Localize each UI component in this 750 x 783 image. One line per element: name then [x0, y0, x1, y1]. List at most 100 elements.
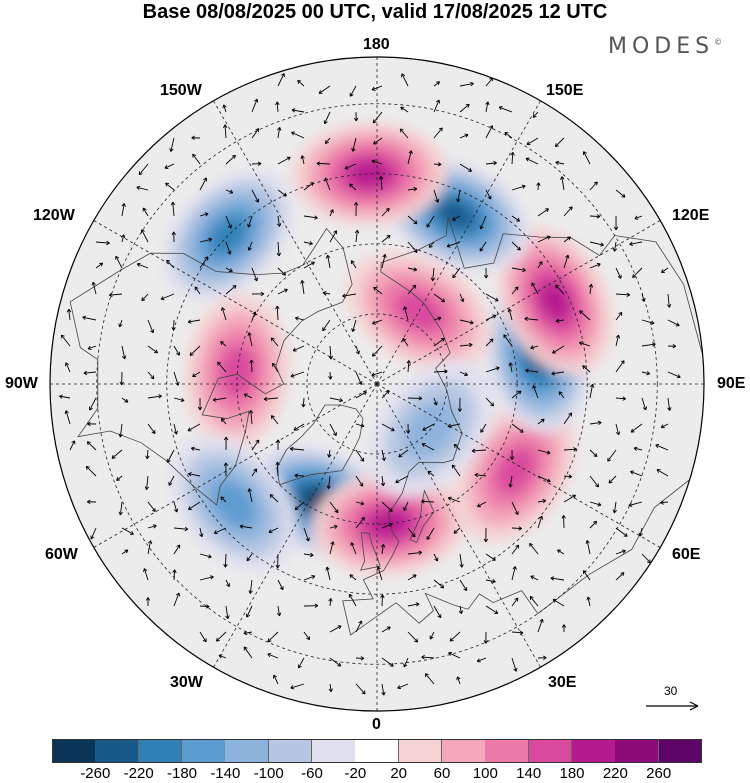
wind-arrow [60, 334, 71, 347]
colorbar-tick-label: -20 [344, 765, 367, 782]
wind-arrow [433, 553, 439, 562]
wind-arrow [458, 605, 464, 614]
wind-arrow [119, 371, 124, 386]
colorbar-swatch [615, 739, 660, 763]
wind-arrow [141, 293, 149, 302]
wind-arrow [453, 527, 461, 534]
wind-arrow [536, 182, 541, 191]
wind-arrow [292, 345, 305, 352]
wind-arrow [251, 128, 260, 139]
wind-arrow [503, 334, 513, 347]
wind-arrow [381, 522, 393, 529]
wind-arrow [477, 501, 487, 508]
meridian-line [376, 220, 661, 385]
wind-arrow [188, 501, 201, 510]
wind-arrow [173, 397, 185, 403]
wind-arrow [353, 202, 359, 217]
wind-arrow [88, 397, 97, 411]
wind-arrow [243, 393, 253, 399]
wind-arrow [483, 631, 489, 644]
wind-arrow [447, 496, 461, 503]
wind-arrow [641, 371, 651, 376]
wind-arrow [561, 624, 567, 633]
wind-arrow [483, 527, 489, 543]
wind-arrow [524, 316, 539, 322]
lon-label-60w: 60W [45, 546, 78, 563]
wind-arrow [421, 443, 435, 451]
colorbar-swatch [442, 739, 486, 763]
wind-arrow [170, 201, 176, 217]
wind-arrow [147, 423, 156, 434]
wind-arrow [169, 137, 175, 152]
wind-arrow [251, 311, 257, 321]
wind-arrow [485, 366, 500, 373]
wind-arrow [630, 423, 643, 433]
wind-arrow [407, 396, 423, 401]
wind-arrow [355, 449, 365, 462]
wind-arrow [485, 314, 497, 321]
wind-arrow [187, 319, 201, 324]
wind-arrow [325, 566, 331, 581]
wind-arrow [194, 286, 201, 295]
wind-arrow [355, 475, 364, 487]
wind-arrow [243, 646, 253, 659]
wind-arrow [615, 549, 626, 555]
lon-label-150e: 150E [546, 82, 584, 99]
wind-arrow [451, 464, 461, 477]
wind-arrow [225, 605, 230, 619]
wind-arrow [328, 598, 333, 607]
wind-arrow [350, 260, 357, 269]
wind-arrow [247, 488, 253, 503]
colorbar-tick-label: 100 [472, 765, 498, 782]
colorbar-tick-label: 140 [516, 765, 542, 782]
wind-arrow [381, 657, 394, 667]
wind-arrow [355, 345, 360, 355]
wind-arrow [485, 293, 499, 302]
wind-arrow [511, 501, 519, 515]
wind-arrow [474, 472, 487, 478]
wind-arrow [372, 345, 383, 357]
wind-arrow [220, 341, 227, 347]
wind-arrow [422, 423, 435, 431]
wind-arrow [641, 293, 646, 302]
wind-arrow [421, 655, 435, 660]
wind-arrow [399, 128, 409, 139]
wind-arrow [291, 131, 305, 139]
wind-arrow [277, 288, 288, 295]
wind-arrow [504, 131, 513, 139]
wind-arrow [355, 516, 365, 529]
wind-arrow [190, 446, 201, 451]
map-title: Base 08/08/2025 00 UTC, valid 17/08/2025… [142, 1, 608, 23]
wind-vectors [59, 73, 681, 696]
wind-arrow [86, 441, 97, 451]
wind-arrow [349, 574, 357, 581]
wind-arrow [510, 152, 515, 165]
wind-arrow [297, 80, 305, 87]
wind-arrow [552, 598, 565, 607]
wind-arrow [537, 515, 544, 529]
wind-arrow [247, 215, 253, 228]
wind-arrow [225, 189, 234, 194]
wind-arrow [563, 494, 576, 503]
wind-arrow [90, 527, 97, 540]
colorbar-tick-label: -180 [166, 765, 198, 782]
wind-arrow [407, 241, 418, 253]
graticule [50, 57, 704, 711]
wind-arrow [632, 267, 643, 279]
meridian-line [213, 383, 378, 668]
pos-russia-anomaly [455, 398, 577, 543]
wind-arrow [433, 293, 446, 303]
wind-arrow [66, 308, 72, 321]
wind-arrow [248, 579, 253, 594]
wind-arrow [111, 449, 123, 459]
wind-arrow [459, 371, 468, 377]
meridian-line [213, 100, 378, 385]
wind-arrow [667, 319, 680, 327]
wind-arrow [563, 206, 573, 217]
wind-arrow [433, 99, 441, 113]
lon-label-60e: 60E [672, 546, 701, 563]
wind-arrow [563, 254, 570, 269]
wind-arrow [485, 125, 494, 139]
wind-arrow [433, 189, 440, 203]
